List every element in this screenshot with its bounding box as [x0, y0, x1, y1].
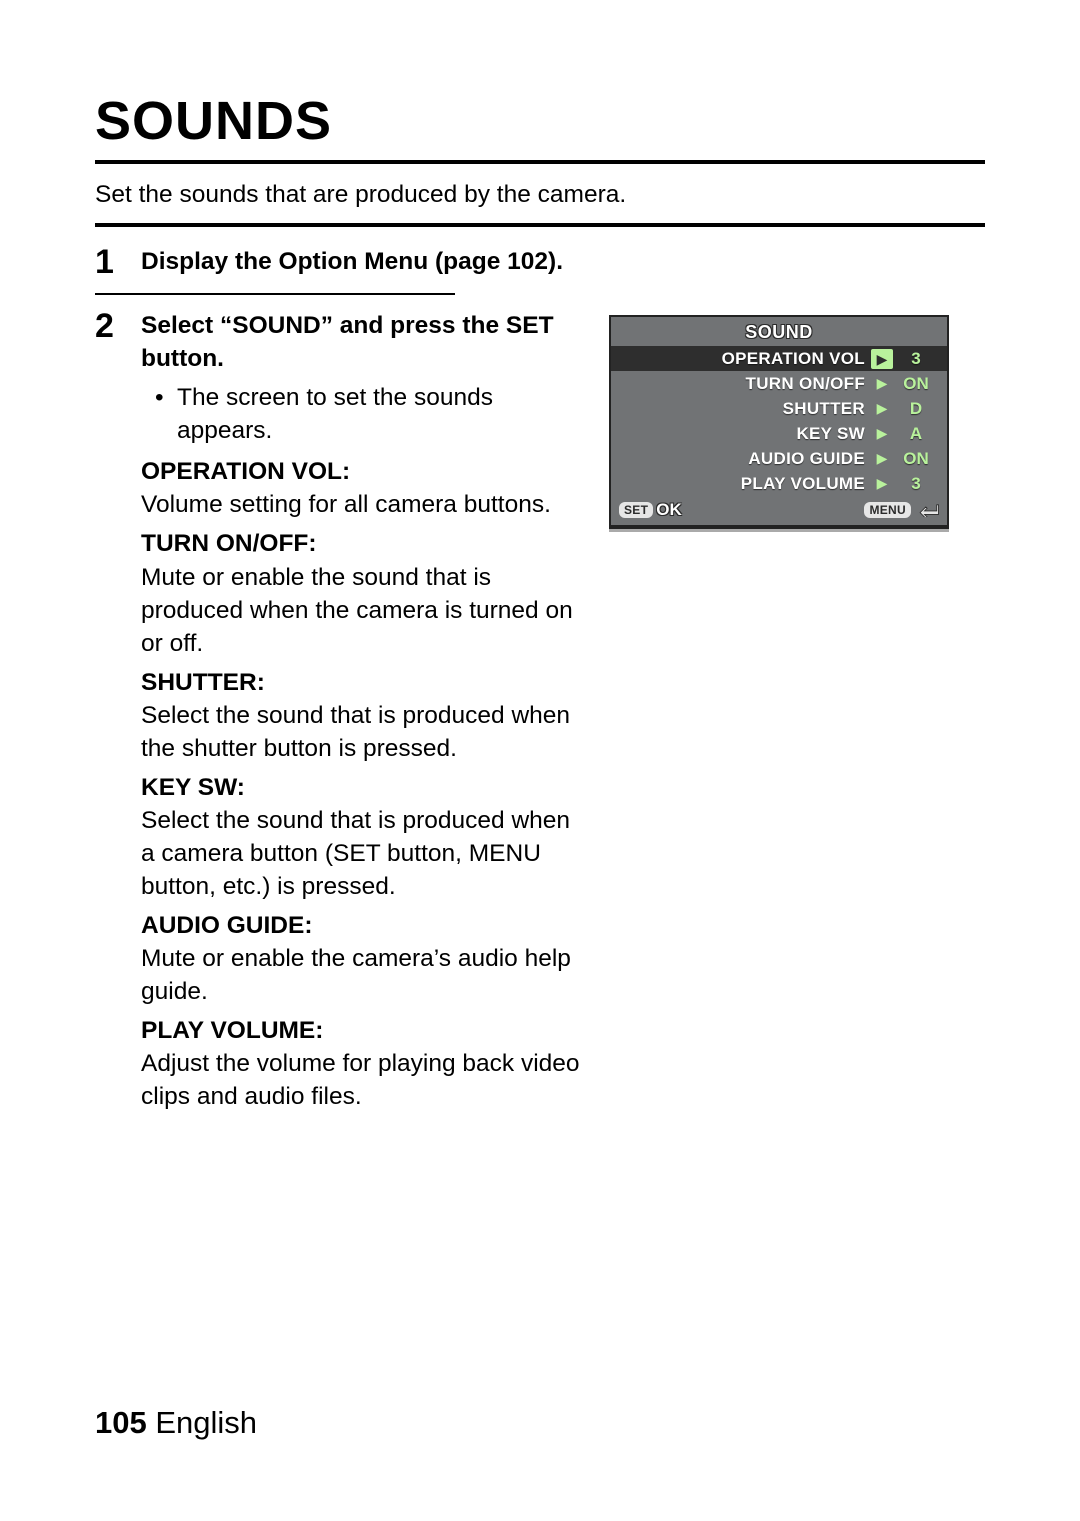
intro-text: Set the sounds that are produced by the … [95, 178, 985, 211]
lcd-row-label: PLAY VOLUME [619, 474, 871, 494]
step-heading: Select “SOUND” and press the SET button. [141, 309, 581, 375]
term-label: PLAY VOLUME: [141, 1014, 581, 1047]
lcd-row: PLAY VOLUME ▶ 3 [611, 471, 947, 496]
term-def: Volume setting for all camera buttons. [141, 488, 581, 521]
return-icon [917, 503, 939, 517]
chevron-right-icon: ▶ [871, 349, 893, 369]
lcd-row-value: 3 [893, 474, 939, 494]
term-def: Select the sound that is produced when t… [141, 699, 581, 765]
term-label: TURN ON/OFF: [141, 527, 581, 560]
lcd-rows: OPERATION VOL ▶ 3 TURN ON/OFF ▶ ON SHUTT… [611, 346, 947, 496]
lcd-title-text: SOUND [745, 322, 813, 342]
step-number: 1 [95, 245, 123, 279]
page-title: SOUNDS [95, 90, 985, 152]
term-label: AUDIO GUIDE: [141, 909, 581, 942]
rule [95, 223, 985, 227]
step-number: 2 [95, 309, 123, 1117]
step-separator [95, 293, 455, 295]
lcd-row: AUDIO GUIDE ▶ ON [611, 446, 947, 471]
chevron-right-icon: ▶ [871, 400, 893, 417]
lcd-foot-ok: OK [656, 500, 682, 519]
term-label: KEY SW: [141, 771, 581, 804]
lcd-row: OPERATION VOL ▶ 3 [611, 346, 947, 371]
lcd-row-value: 3 [893, 349, 939, 369]
page-number: 105 [95, 1405, 147, 1440]
menu-pill: MENU [864, 502, 911, 518]
lcd-row: SHUTTER ▶ D [611, 396, 947, 421]
step-2: 2 Select “SOUND” and press the SET butto… [95, 309, 985, 1117]
page-language: English [155, 1405, 257, 1440]
lcd-title: SOUND [611, 317, 947, 346]
lcd-screen: SOUND OPERATION VOL ▶ 3 TURN ON/OFF ▶ [609, 315, 949, 529]
term-def: Mute or enable the camera’s audio help g… [141, 942, 581, 1008]
rule [95, 160, 985, 164]
lcd-row-value: A [893, 424, 939, 444]
lcd-row-label: OPERATION VOL [619, 349, 871, 369]
lcd-row-label: SHUTTER [619, 399, 871, 419]
term-def: Select the sound that is produced when a… [141, 804, 581, 903]
step-heading: Display the Option Menu (page 102). [141, 245, 985, 278]
chevron-right-icon: ▶ [871, 475, 893, 492]
lcd-row-value: ON [893, 374, 939, 394]
page-footer: 105 English [95, 1405, 257, 1441]
lcd-row-label: TURN ON/OFF [619, 374, 871, 394]
lcd-row-value: D [893, 399, 939, 419]
lcd-row-label: AUDIO GUIDE [619, 449, 871, 469]
lcd-footer: SETOK MENU [611, 496, 947, 525]
chevron-right-icon: ▶ [871, 450, 893, 467]
lcd-row-label: KEY SW [619, 424, 871, 444]
lcd-row: TURN ON/OFF ▶ ON [611, 371, 947, 396]
step-bullet: The screen to set the sounds appears. [141, 381, 581, 447]
term-label: OPERATION VOL: [141, 455, 581, 488]
set-pill: SET [619, 502, 653, 518]
chevron-right-icon: ▶ [871, 425, 893, 442]
step-1: 1 Display the Option Menu (page 102). [95, 245, 985, 279]
term-def: Mute or enable the sound that is produce… [141, 561, 581, 660]
lcd-row: KEY SW ▶ A [611, 421, 947, 446]
term-def: Adjust the volume for playing back video… [141, 1047, 581, 1113]
term-label: SHUTTER: [141, 666, 581, 699]
chevron-right-icon: ▶ [871, 375, 893, 392]
lcd-row-value: ON [893, 449, 939, 469]
